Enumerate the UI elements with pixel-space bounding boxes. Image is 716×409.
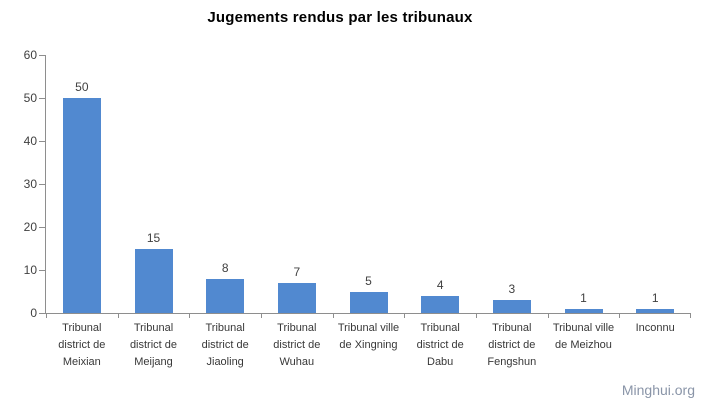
- chart-title: Jugements rendus par les tribunaux: [207, 9, 473, 26]
- bar-value-label: 1: [651, 290, 659, 305]
- x-axis-category-label: Tribunal ville de Meizhou: [548, 320, 620, 354]
- bar: [564, 308, 603, 313]
- x-axis-tick: [690, 313, 691, 318]
- x-axis-category-label-line: Tribunal: [62, 322, 102, 334]
- x-axis-category-label: Tribunal district de Fengshun: [476, 320, 548, 371]
- y-axis-tick: [39, 269, 45, 271]
- x-axis-tick: [261, 313, 262, 318]
- x-axis-tick: [189, 313, 190, 318]
- x-axis-category-label-line: Inconnu: [635, 322, 675, 334]
- bar-value-label: 7: [293, 264, 301, 279]
- y-axis-tick-label: 0: [30, 306, 37, 320]
- x-axis-category-label-line: Tribunal ville: [552, 322, 615, 334]
- bar: [636, 308, 675, 313]
- x-axis-category-label-line: Tribunal: [133, 322, 174, 334]
- x-axis-tick: [548, 313, 549, 318]
- x-axis-category-label-line: district de: [416, 339, 464, 351]
- bar: [134, 248, 173, 313]
- x-axis-tick: [333, 313, 334, 318]
- x-axis-category-label: Tribunal district de Dabu: [404, 320, 476, 371]
- x-axis-category-label-line: Tribunal: [277, 322, 317, 334]
- x-axis-category-label: Tribunal district de Meixian: [46, 320, 118, 371]
- x-axis-category-label: Inconnu: [619, 320, 691, 337]
- bar-value-label: 3: [508, 282, 516, 297]
- x-axis-category-label-line: Jiaoling: [206, 356, 244, 368]
- y-axis-tick-label: 10: [23, 263, 37, 277]
- x-axis-category-label: Tribunal district de Meijang: [118, 320, 190, 371]
- x-axis-category-label: Tribunal district de Wuhau: [261, 320, 333, 371]
- y-axis-tick: [39, 226, 45, 228]
- x-axis-category-label-line: Meijang: [134, 356, 173, 368]
- x-axis-category-label-line: Tribunal: [205, 322, 245, 334]
- bar: [62, 98, 101, 313]
- bar: [492, 300, 531, 313]
- bar-value-label: 15: [146, 230, 161, 245]
- y-axis-tick: [39, 140, 45, 142]
- x-axis-category-label-line: district de: [488, 339, 536, 351]
- x-axis-tick: [118, 313, 119, 318]
- bar: [206, 278, 245, 313]
- watermark: Minghui.org: [621, 382, 695, 398]
- y-axis-tick: [39, 183, 45, 185]
- bar: [349, 291, 388, 313]
- x-axis-category-label-line: Fengshun: [487, 356, 537, 368]
- bar: [421, 295, 460, 313]
- x-axis-category-label-line: de Xingning: [339, 339, 398, 351]
- x-axis-tick: [476, 313, 477, 318]
- x-axis-category-label-line: Tribunal: [492, 322, 532, 334]
- x-axis-category-label-line: Tribunal: [420, 322, 460, 334]
- bar-value-label: 1: [580, 290, 587, 305]
- x-axis-category-label-line: district de: [129, 339, 178, 351]
- x-axis-category-label-line: district de: [58, 339, 106, 351]
- x-axis-tick: [404, 313, 405, 318]
- x-axis-category-label: Tribunal ville de Xingning: [333, 320, 405, 354]
- x-axis-category-label-line: Meixian: [62, 356, 101, 368]
- bar-value-label: 5: [365, 273, 372, 288]
- bar-value-label: 8: [221, 260, 229, 275]
- x-axis-category-label-line: district de: [201, 339, 249, 351]
- bar-value-label: 4: [436, 277, 444, 292]
- y-axis-tick-label: 20: [23, 220, 37, 234]
- y-axis-tick: [39, 312, 45, 314]
- x-axis-category-label-line: Dabu: [427, 356, 454, 368]
- y-axis-tick: [39, 54, 45, 56]
- x-axis-category-label-line: de Meizhou: [555, 339, 612, 351]
- y-axis-tick-label: 40: [23, 134, 37, 148]
- bar: [277, 282, 316, 313]
- bar-value-label: 50: [75, 80, 89, 94]
- x-axis-category-label-line: Wuhau: [279, 356, 315, 368]
- x-axis-category-label-line: district de: [273, 339, 321, 351]
- x-axis-tick: [46, 313, 47, 318]
- y-axis-tick-label: 30: [23, 177, 37, 191]
- y-axis-tick: [39, 97, 45, 99]
- plot-area: 0 10 20 30 40 50 60 50 Tribunal district de Meixia…: [24, 48, 691, 368]
- y-axis-tick-label: 60: [23, 48, 37, 62]
- x-axis-category-label: Tribunal district de Jiaoling: [189, 320, 261, 371]
- y-axis-tick-label: 50: [23, 91, 37, 105]
- x-axis-category-label-line: Tribunal ville: [337, 322, 400, 334]
- x-axis-tick: [619, 313, 620, 318]
